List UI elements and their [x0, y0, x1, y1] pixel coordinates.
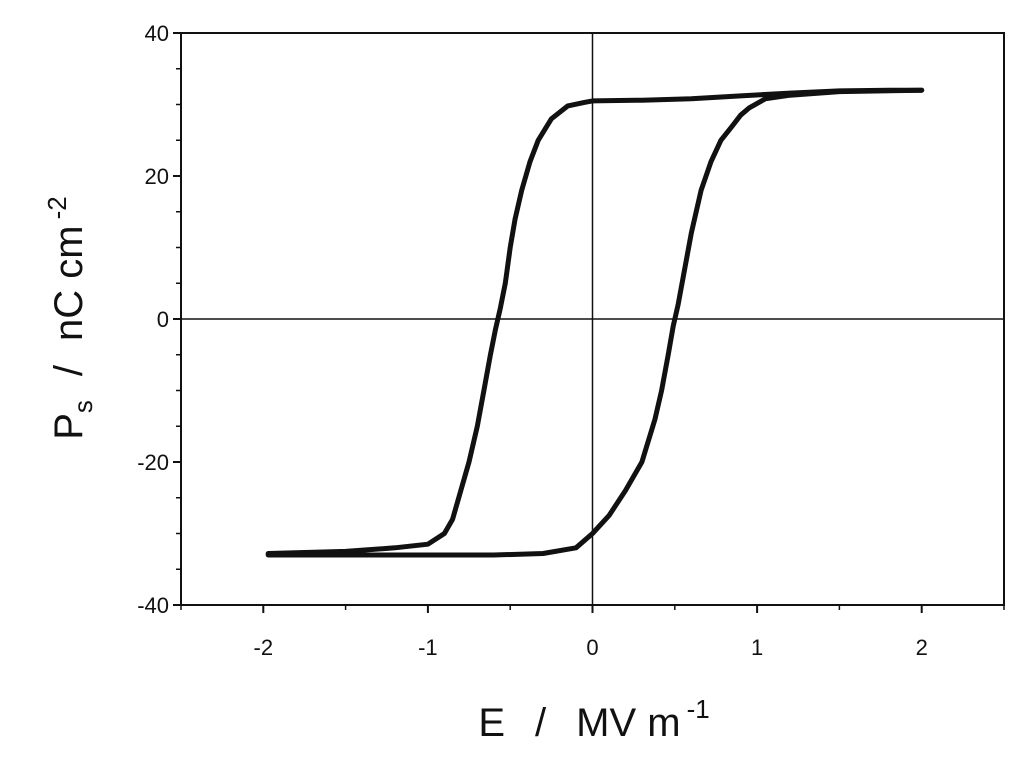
y-axis-unit: nC cm: [47, 225, 91, 341]
hysteresis-branch-1: [265, 87, 925, 556]
hysteresis-branch-2: [265, 87, 925, 558]
y-tick-label: -20: [137, 450, 169, 475]
axis-ticks: [173, 32, 1005, 613]
y-axis-exponent: -2: [42, 196, 72, 219]
x-tick-label: -2: [254, 635, 274, 660]
y-tick-label: 40: [145, 21, 169, 46]
x-tick-label: 0: [586, 635, 598, 660]
x-tick-label: 1: [751, 635, 763, 660]
y-tick-label: -40: [137, 593, 169, 618]
series-group: [265, 87, 925, 558]
y-axis-main: P: [47, 413, 91, 440]
y-axis-subscript: s: [68, 400, 98, 413]
y-tick-label: 0: [157, 307, 169, 332]
x-axis-title: E / MV m -1: [478, 694, 709, 745]
y-tick-label: 20: [145, 164, 169, 189]
tick-labels: -2 -1 0 1 2 -40 -20 0 20 40: [137, 21, 928, 660]
y-axis-separator: /: [47, 364, 91, 376]
x-tick-label: 2: [916, 635, 928, 660]
zero-lines: [181, 33, 1004, 605]
x-axis-exponent: -1: [687, 694, 710, 724]
x-axis-unit: MV m: [576, 701, 680, 745]
x-tick-label: -1: [418, 635, 438, 660]
x-axis-separator: /: [535, 701, 547, 745]
x-axis-main: E: [478, 701, 505, 745]
y-axis-title: Ps / nC cm -2: [42, 196, 98, 440]
